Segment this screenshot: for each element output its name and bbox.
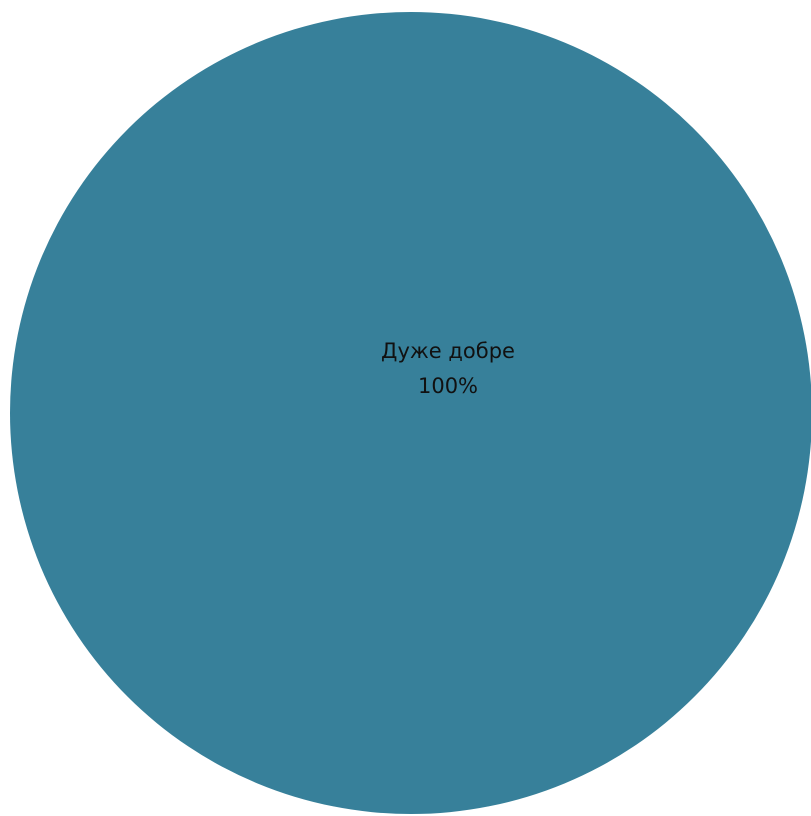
pie-labels: Дуже добре 100% [381,339,515,398]
slice-value-label: 100% [418,374,478,398]
slice-category-label: Дуже добре [381,339,515,363]
pie-slice-0 [10,12,811,814]
pie-slices [10,12,811,814]
